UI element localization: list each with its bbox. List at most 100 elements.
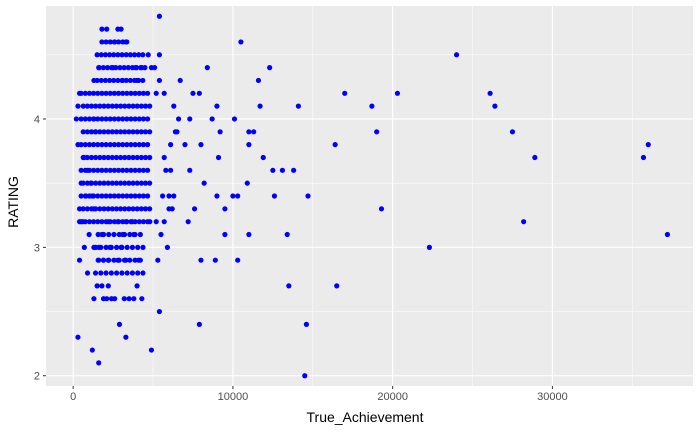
data-point (196, 321, 202, 327)
data-point (115, 193, 122, 199)
data-point (86, 231, 92, 238)
x-tick-label: 20000 (377, 391, 408, 403)
data-point (113, 180, 120, 186)
data-point (132, 90, 138, 96)
major-gridlines (46, 6, 693, 386)
data-point (134, 129, 140, 135)
data-point (123, 39, 129, 45)
data-point (80, 103, 86, 109)
data-point (93, 154, 99, 161)
data-point (138, 180, 144, 186)
data-point (271, 193, 278, 199)
data-point (134, 77, 140, 84)
data-point (78, 193, 84, 199)
data-point (124, 270, 130, 276)
data-points (73, 13, 671, 379)
data-point (76, 206, 83, 212)
data-point (96, 257, 102, 263)
data-point (93, 103, 99, 109)
data-point (111, 193, 117, 199)
data-point (103, 116, 109, 122)
data-point (129, 270, 136, 276)
data-point (128, 142, 134, 148)
data-point (215, 154, 222, 161)
data-point (89, 347, 95, 353)
data-point (104, 26, 110, 32)
data-point (88, 180, 94, 186)
data-point (112, 39, 118, 45)
data-point (145, 90, 151, 96)
data-point (147, 154, 153, 161)
data-point (135, 270, 141, 276)
data-point (140, 90, 147, 96)
data-point (115, 257, 121, 263)
data-point (111, 52, 117, 58)
data-point (115, 142, 122, 148)
data-point (156, 52, 163, 58)
data-point (161, 219, 167, 225)
data-point (100, 65, 106, 71)
data-point (131, 296, 137, 302)
data-point (153, 90, 159, 96)
data-point (94, 283, 100, 289)
data-point (135, 244, 141, 250)
data-point (136, 116, 142, 122)
data-point (84, 167, 91, 173)
data-point (142, 206, 149, 212)
data-point (187, 116, 193, 122)
data-point (139, 296, 145, 302)
data-point (222, 206, 228, 212)
data-point (105, 206, 111, 212)
data-point (138, 154, 144, 161)
data-point (82, 142, 88, 148)
data-point (96, 244, 102, 250)
data-point (145, 142, 151, 148)
data-point (134, 154, 140, 161)
data-point (295, 103, 302, 109)
data-point (140, 244, 146, 250)
data-point (118, 244, 124, 250)
data-point (99, 283, 105, 289)
data-point (156, 77, 163, 84)
data-point (105, 219, 111, 225)
y-tick-label: 4 (34, 114, 40, 126)
data-point (305, 193, 311, 199)
data-point (130, 129, 136, 135)
data-point (105, 257, 111, 263)
data-point (270, 167, 276, 173)
data-point (78, 116, 84, 122)
data-point (119, 270, 125, 276)
data-point (118, 103, 124, 109)
data-point (122, 180, 128, 186)
data-point (82, 116, 88, 122)
data-point (104, 65, 111, 71)
data-point (168, 167, 174, 173)
data-point (532, 154, 538, 161)
data-point (191, 206, 198, 212)
data-point (137, 231, 143, 238)
data-point (113, 103, 120, 109)
data-point (136, 142, 142, 148)
data-point (198, 142, 204, 148)
data-point (108, 296, 115, 302)
data-point (86, 90, 93, 96)
data-point (99, 167, 105, 173)
data-point (107, 193, 113, 199)
data-point (123, 334, 129, 340)
x-axis-title: True_Achievement (307, 409, 424, 425)
data-point (487, 90, 493, 96)
data-point (111, 167, 117, 173)
data-point (130, 206, 136, 212)
data-point (108, 270, 114, 276)
data-point (98, 52, 104, 58)
data-point (257, 103, 263, 109)
data-point (122, 206, 128, 212)
data-point (284, 231, 290, 238)
data-point (138, 103, 144, 109)
data-point (138, 129, 144, 135)
data-point (114, 244, 120, 250)
data-point (91, 167, 97, 173)
data-point (126, 103, 132, 109)
data-point (103, 167, 109, 173)
data-point (97, 206, 103, 212)
